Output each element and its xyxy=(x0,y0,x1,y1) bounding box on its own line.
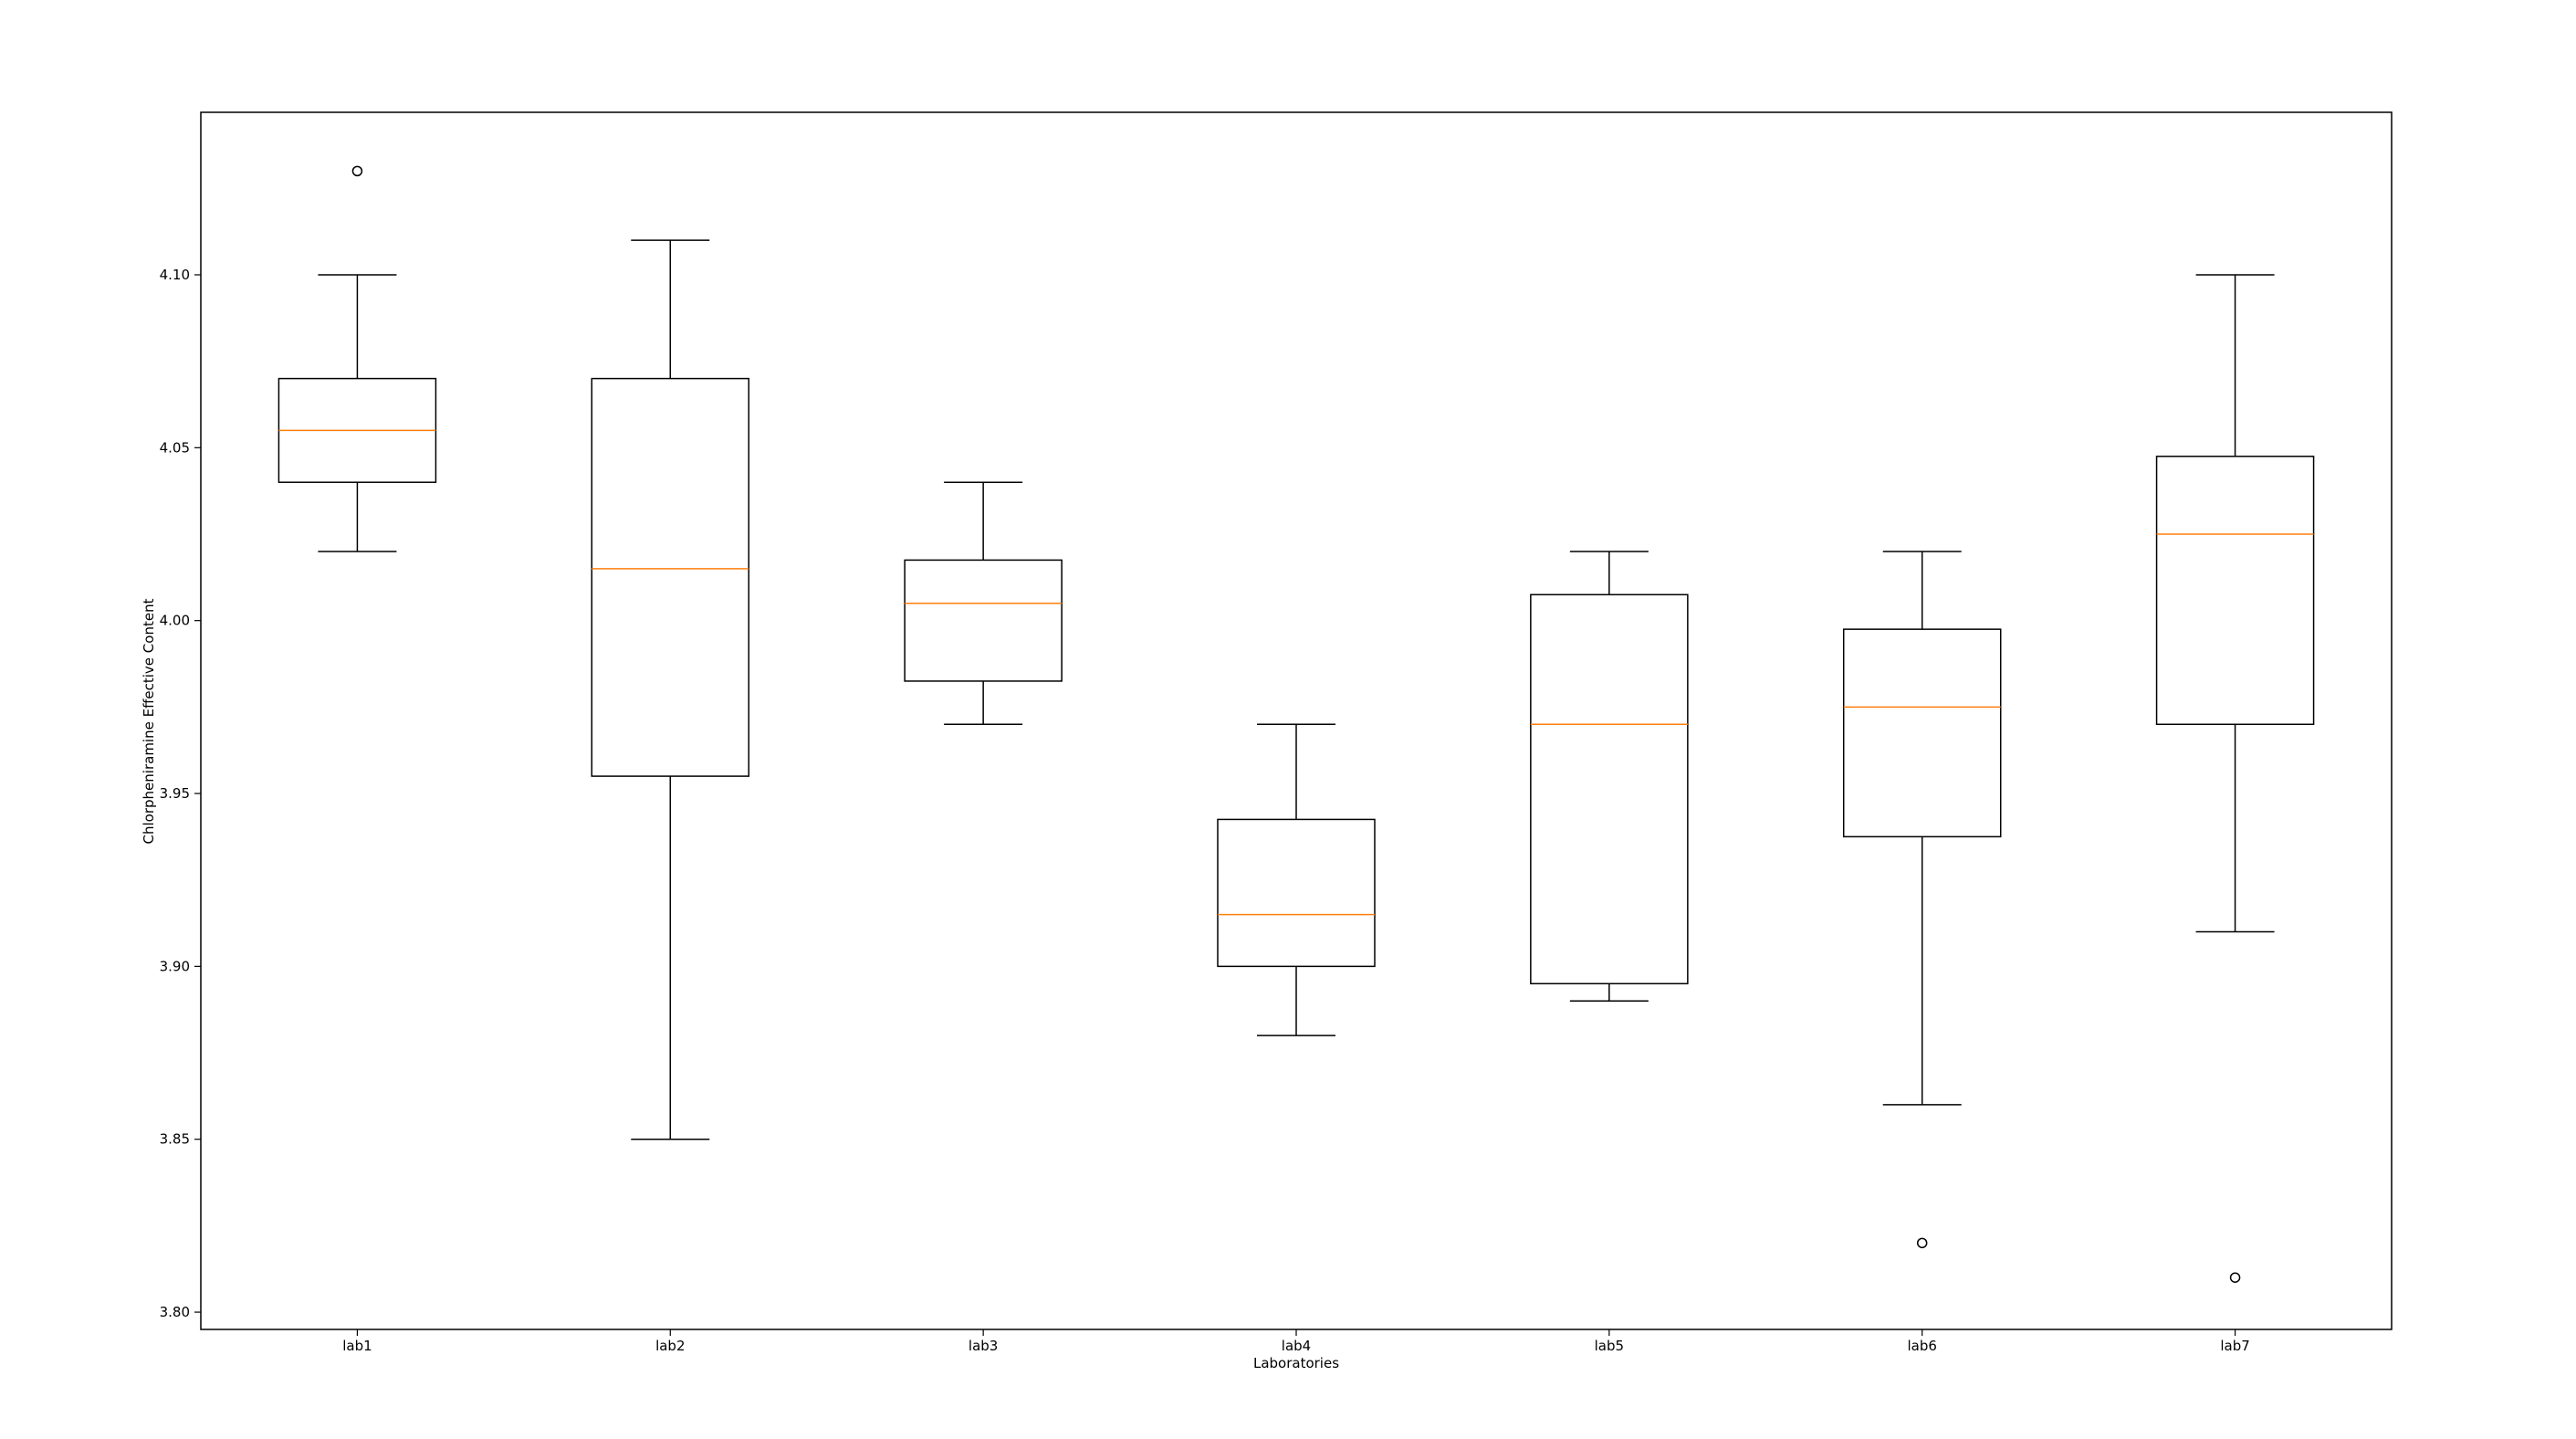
y-tick-label-3.80: 3.80 xyxy=(160,1304,190,1320)
box-lab5 xyxy=(1530,593,1689,985)
outlier-lab1-0 xyxy=(351,165,363,177)
box-lab7 xyxy=(2155,456,2315,726)
x-tick-label-lab1: lab1 xyxy=(342,1338,372,1354)
y-tick-label-3.85: 3.85 xyxy=(160,1131,190,1148)
box-group-lab2 xyxy=(591,239,750,1140)
x-tick-label-lab7: lab7 xyxy=(2220,1338,2249,1354)
x-tick-label-lab6: lab6 xyxy=(1907,1338,1936,1354)
box-lab2 xyxy=(591,377,750,777)
outlier-lab6-0 xyxy=(1916,1237,1928,1249)
box-group-lab3 xyxy=(904,481,1063,726)
outlier-lab7-0 xyxy=(2229,1272,2241,1283)
x-tick-label-lab2: lab2 xyxy=(655,1338,685,1354)
y-tick-label-4.05: 4.05 xyxy=(160,439,190,456)
y-axis-label: Chlorpheniramine Effective Content xyxy=(141,598,157,844)
y-tick-label-3.90: 3.90 xyxy=(160,958,190,974)
box-group-lab7 xyxy=(2155,274,2315,1283)
box-group-lab6 xyxy=(1842,551,2002,1249)
x-tick-label-lab3: lab3 xyxy=(969,1338,998,1354)
x-tick-label-lab5: lab5 xyxy=(1595,1338,1624,1354)
x-axis-ticks: lab1 lab2 lab3 lab4 lab5 lab6 lab7 xyxy=(342,1329,2250,1354)
y-tick-label-4.10: 4.10 xyxy=(160,267,190,283)
y-tick-label-3.95: 3.95 xyxy=(160,785,190,802)
box-lab4 xyxy=(1217,818,1376,968)
plot-area xyxy=(200,111,2393,1330)
boxes-layer xyxy=(277,165,2315,1283)
box-lab6 xyxy=(1842,628,2002,838)
box-group-lab1 xyxy=(277,165,437,552)
box-group-lab4 xyxy=(1217,723,1376,1036)
y-axis-ticks: 3.80 3.85 3.90 3.95 4.00 4.05 4.10 xyxy=(160,267,201,1320)
x-tick-label-lab4: lab4 xyxy=(1282,1338,1311,1354)
box-group-lab5 xyxy=(1530,551,1689,1002)
x-axis-label: Laboratories xyxy=(1253,1355,1339,1371)
y-tick-label-4.00: 4.00 xyxy=(160,613,190,629)
box-lab3 xyxy=(904,559,1063,682)
